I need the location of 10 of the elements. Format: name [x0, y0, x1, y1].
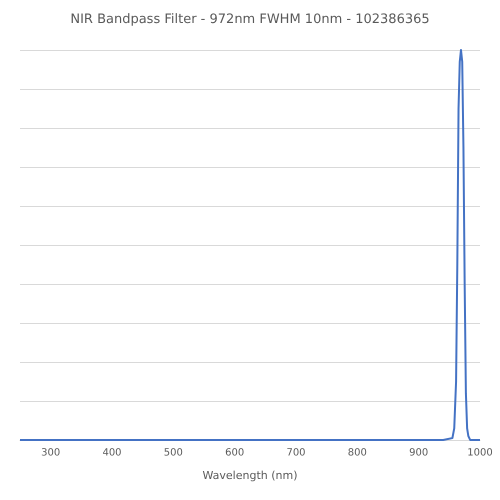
x-tick-label: 800	[348, 448, 367, 458]
x-tick-label: 600	[225, 448, 244, 458]
chart-title: NIR Bandpass Filter - 972nm FWHM 10nm - 102386365	[70, 12, 430, 27]
x-tick-label: 700	[286, 448, 306, 458]
x-tick-label: 1000	[467, 448, 493, 458]
x-axis-title: Wavelength (nm)	[202, 469, 298, 482]
x-tick-label: 900	[409, 448, 428, 458]
x-tick-label: 500	[164, 448, 183, 458]
x-tick-label: 300	[41, 448, 60, 458]
x-tick-label: 400	[102, 448, 122, 458]
